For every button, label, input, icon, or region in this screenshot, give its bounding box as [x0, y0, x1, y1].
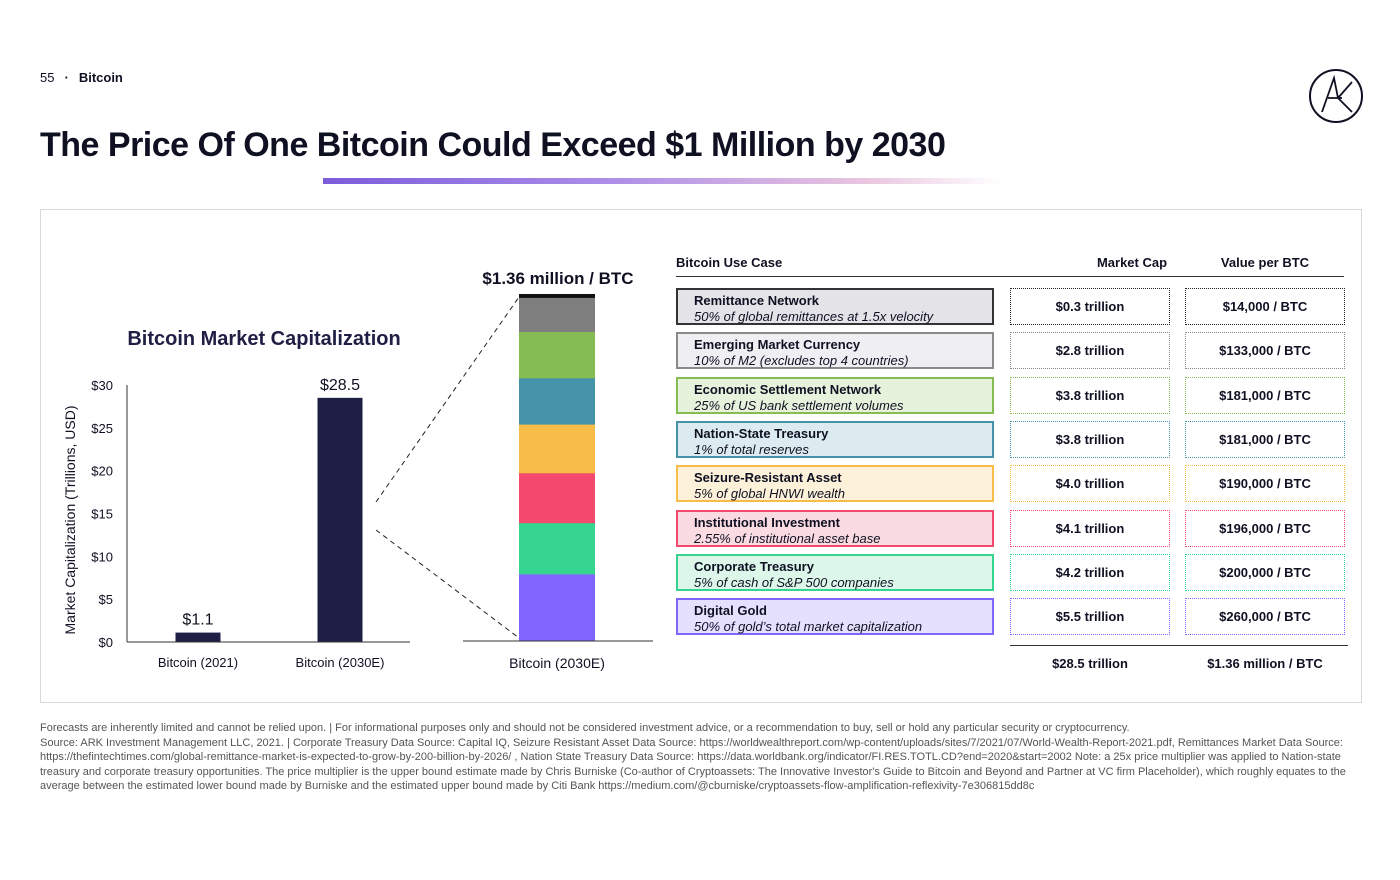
use-case-row: Nation-State Treasury 1% of total reserve…	[676, 420, 994, 458]
y-axis-label: Market Capitalization (Trillions, USD)	[62, 406, 78, 635]
y-tick-label: $20	[91, 464, 113, 479]
y-tick-label: $10	[91, 549, 113, 564]
bar-0	[175, 632, 221, 642]
y-tick-label: $30	[91, 378, 113, 393]
title-underline	[323, 178, 1003, 184]
separator-dot: ·	[64, 70, 69, 85]
market-cap-cell: $4.2 trillion	[1010, 553, 1170, 591]
use-case-name: Seizure-Resistant Asset	[694, 470, 842, 486]
value-per-btc-cell: $181,000 / BTC	[1185, 420, 1345, 458]
bar-value-label: $1.1	[182, 612, 213, 629]
bar-value-label: $28.5	[320, 377, 360, 394]
x-category-label: Bitcoin (2021)	[158, 655, 238, 670]
zoom-connector-bottom	[375, 529, 520, 639]
stack-category-label: Bitcoin (2030E)	[509, 655, 605, 671]
value-per-btc-cell: $133,000 / BTC	[1185, 332, 1345, 370]
page-number: 55	[40, 70, 55, 85]
table-header-rule	[676, 276, 1344, 277]
value-per-btc-cell: $181,000 / BTC	[1185, 376, 1345, 414]
use-case-row: Emerging Market Currency 10% of M2 (exclu…	[676, 332, 994, 370]
use-case-row: Corporate Treasury 5% of cash of S&P 500 …	[676, 553, 994, 591]
value-per-btc-cell: $14,000 / BTC	[1185, 288, 1345, 325]
market-cap-cell: $5.5 trillion	[1010, 598, 1170, 636]
use-case-description: 50% of gold’s total market capitalizatio…	[694, 619, 923, 635]
use-case-row: Institutional Investment 2.55% of institu…	[676, 509, 994, 547]
footnote: Forecasts are inherently limited and can…	[40, 721, 1365, 794]
stack-segment-economic-settlement-network	[519, 331, 595, 379]
use-case-description: 50% of global remittances at 1.5x veloci…	[694, 309, 934, 324]
page-title: The Price Of One Bitcoin Could Exceed $1…	[40, 126, 946, 164]
stack-segment-corporate-treasury	[519, 522, 595, 575]
y-tick-label: $15	[91, 507, 113, 522]
footnote-sources: Source: ARK Investment Management LLC, 2…	[40, 736, 1346, 793]
use-case-row: Economic Settlement Network 25% of US ban…	[676, 376, 994, 414]
y-tick-label: $5	[99, 592, 113, 607]
stack-segment-nation-state-treasury	[519, 378, 595, 425]
use-case-name: Corporate Treasury	[694, 558, 814, 574]
header-value-per-btc: Value per BTC	[1220, 255, 1310, 270]
stack-chart-title: $1.36 million / BTC	[482, 269, 633, 288]
use-case-description: 5% of cash of S&P 500 companies	[694, 574, 894, 590]
page-header: 55 · Bitcoin	[40, 70, 123, 85]
use-case-name: Emerging Market Currency	[694, 337, 861, 353]
ark-logo-icon	[1309, 69, 1363, 123]
bar-1	[317, 397, 363, 642]
market-cap-cell: $2.8 trillion	[1010, 332, 1170, 370]
use-case-name: Remittance Network	[694, 293, 819, 308]
use-case-row: Seizure-Resistant Asset 5% of global HNWI…	[676, 465, 994, 503]
table-total-rule	[1010, 645, 1348, 646]
use-case-name: Nation-State Treasury	[694, 425, 829, 441]
use-case-name: Institutional Investment	[694, 514, 840, 530]
use-case-name: Digital Gold	[694, 603, 767, 619]
stack-segment-digital-gold	[519, 574, 595, 642]
total-market-cap: $28.5 trillion	[1052, 656, 1128, 671]
y-tick-label: $0	[99, 635, 113, 650]
stack-segment-remittance-network	[519, 294, 595, 298]
stack-segment-institutional-investment	[519, 472, 595, 524]
stack-segment-seizure-resistant-asset	[519, 424, 595, 474]
use-case-name: Economic Settlement Network	[694, 381, 882, 397]
section-label: Bitcoin	[78, 70, 123, 85]
stack-segment-emerging-market-currency	[519, 297, 595, 333]
footnote-disclaimer: Forecasts are inherently limited and can…	[40, 722, 1130, 734]
value-per-btc-cell: $196,000 / BTC	[1185, 509, 1345, 547]
use-case-description: 25% of US bank settlement volumes	[694, 397, 904, 413]
market-cap-cell: $4.1 trillion	[1010, 509, 1170, 547]
header-market-cap: Market Cap	[1096, 255, 1168, 270]
x-category-label: Bitcoin (2030E)	[296, 655, 385, 670]
use-case-description: 5% of global HNWI wealth	[694, 486, 846, 502]
content-panel	[40, 209, 1362, 703]
zoom-connector-top	[375, 296, 520, 503]
total-value-per-btc: $1.36 million / BTC	[1207, 656, 1323, 671]
value-per-btc-cell: $260,000 / BTC	[1185, 598, 1345, 636]
use-case-description: 1% of total reserves	[694, 441, 809, 457]
value-per-btc-cell: $200,000 / BTC	[1185, 553, 1345, 591]
use-case-description: 10% of M2 (excludes top 4 countries)	[694, 353, 909, 369]
market-cap-cell: $3.8 trillion	[1010, 420, 1170, 458]
y-tick-label: $25	[91, 421, 113, 436]
use-case-description: 2.55% of institutional asset base	[694, 530, 881, 546]
market-cap-chart-title: Bitcoin Market Capitalization	[127, 328, 400, 350]
market-cap-cell: $0.3 trillion	[1010, 288, 1170, 325]
header-use-case: Bitcoin Use Case	[676, 255, 783, 270]
market-cap-cell: $3.8 trillion	[1010, 376, 1170, 414]
value-per-btc-cell: $190,000 / BTC	[1185, 465, 1345, 503]
use-case-row: Remittance Network 50% of global remittan…	[676, 288, 994, 325]
use-case-row: Digital Gold 50% of gold’s total market c…	[676, 598, 994, 636]
market-cap-cell: $4.0 trillion	[1010, 465, 1170, 503]
